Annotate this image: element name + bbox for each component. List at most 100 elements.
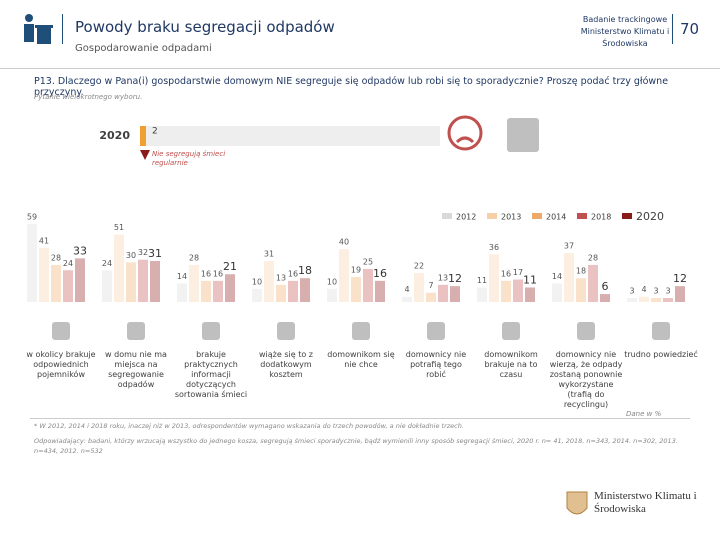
rule (30, 418, 690, 419)
bar (627, 298, 637, 302)
value-label: 10 (327, 277, 337, 286)
summary-label: Nie segregują śmieci regularnie (152, 150, 225, 167)
bar (27, 224, 37, 302)
value-label: 51 (114, 223, 124, 232)
footnote: * W 2012, 2014 i 2018 roku, inaczej niż … (34, 422, 464, 430)
sad-face (447, 115, 483, 151)
legend-swatch (577, 213, 587, 219)
category-icon (427, 322, 445, 340)
value-label: 14 (552, 272, 562, 281)
bar (375, 280, 385, 302)
value-label: 17 (513, 268, 523, 277)
legend-label: 2013 (501, 213, 521, 222)
legend-swatch (442, 213, 452, 219)
summary-value: 2 (152, 127, 158, 137)
bar (150, 261, 160, 302)
bar (525, 287, 535, 302)
value-label: 37 (564, 242, 574, 251)
bar (501, 280, 511, 302)
rule (0, 68, 720, 69)
value-label: 25 (363, 257, 373, 266)
category-icon (352, 322, 370, 340)
question: P13. Dlaczego w Pana(i) gospodarstwie do… (34, 76, 669, 98)
bar (351, 276, 361, 302)
footnote: Odpowiadający: badani, którzy wrzucają w… (34, 437, 678, 455)
value-label: 3 (665, 287, 670, 296)
value-label: 33 (73, 244, 87, 257)
value-label: 21 (223, 260, 237, 273)
legend-label: 2012 (456, 213, 476, 222)
bar (300, 278, 310, 302)
bar (225, 274, 235, 302)
category-icon (52, 322, 70, 340)
category-label: trudno powiedzieć (624, 350, 698, 359)
divider (672, 14, 673, 44)
value-label: 13 (276, 273, 286, 282)
value-label: 12 (448, 272, 462, 285)
category-icon (277, 322, 295, 340)
bar (177, 283, 187, 302)
bar (576, 278, 586, 302)
bar (264, 261, 274, 302)
bar (252, 288, 262, 302)
bar (126, 262, 136, 302)
legend-label: 2018 (591, 213, 611, 222)
bar (189, 264, 199, 302)
value-label: 18 (576, 267, 586, 276)
value-label: 28 (588, 253, 598, 262)
bar (102, 270, 112, 302)
ministry-logo: Ministerstwo Klimatu i Środowiska (594, 490, 697, 515)
category-label: w domu nie ma miejsca na segregowanie od… (105, 350, 167, 389)
legend-label: 2014 (546, 213, 566, 222)
value-label: 4 (404, 285, 409, 294)
source: Badanie trackingowe Ministerstwo Klimatu… (580, 15, 670, 48)
value-label: 59 (27, 213, 37, 222)
bar (288, 280, 298, 302)
value-label: 41 (39, 236, 49, 245)
bar (426, 292, 436, 302)
bar (489, 254, 499, 302)
category-icon (127, 322, 145, 340)
bar (402, 296, 412, 302)
category-label: domownicy nie potrafią tego robić (405, 350, 467, 379)
category-label: wiąże się to z dodatkowym kosztem (259, 350, 313, 379)
value-label: 19 (351, 265, 361, 274)
legend-swatch (487, 213, 497, 219)
bar (363, 268, 373, 302)
bar (138, 259, 148, 302)
bar (477, 287, 487, 302)
bar (600, 294, 610, 302)
value-label: 16 (213, 269, 223, 278)
bar (450, 286, 460, 302)
bar (276, 284, 286, 302)
bar (513, 279, 523, 302)
bar (639, 296, 649, 302)
category-icon (577, 322, 595, 340)
category-label: brakuje praktycznych informacji dotycząc… (174, 350, 248, 399)
category-icon (652, 322, 670, 340)
value-label: 12 (673, 272, 687, 285)
unit-note: Dane w % (626, 410, 662, 418)
sad-mouth (455, 136, 475, 144)
value-label: 14 (177, 272, 187, 281)
question-note: Pytanie wielokrotnego wyboru. (34, 93, 143, 101)
divider (62, 14, 63, 44)
value-label: 36 (489, 243, 499, 252)
bar (339, 249, 349, 302)
value-label: 16 (201, 269, 211, 278)
legend-label: 2020 (636, 210, 664, 223)
bar (63, 270, 73, 302)
category-label: domownicy nie wierzą, że odpady zostaną … (549, 350, 623, 409)
bar (564, 253, 574, 302)
bar (327, 288, 337, 302)
value-label: 4 (641, 285, 646, 294)
bar (438, 284, 448, 302)
bar (552, 283, 562, 302)
value-label: 40 (339, 238, 349, 247)
summary-year: 2020 (99, 129, 130, 142)
bin-icon (507, 118, 539, 152)
value-label: 11 (523, 273, 537, 286)
value-label: 18 (298, 264, 312, 277)
summary-track (140, 126, 440, 146)
